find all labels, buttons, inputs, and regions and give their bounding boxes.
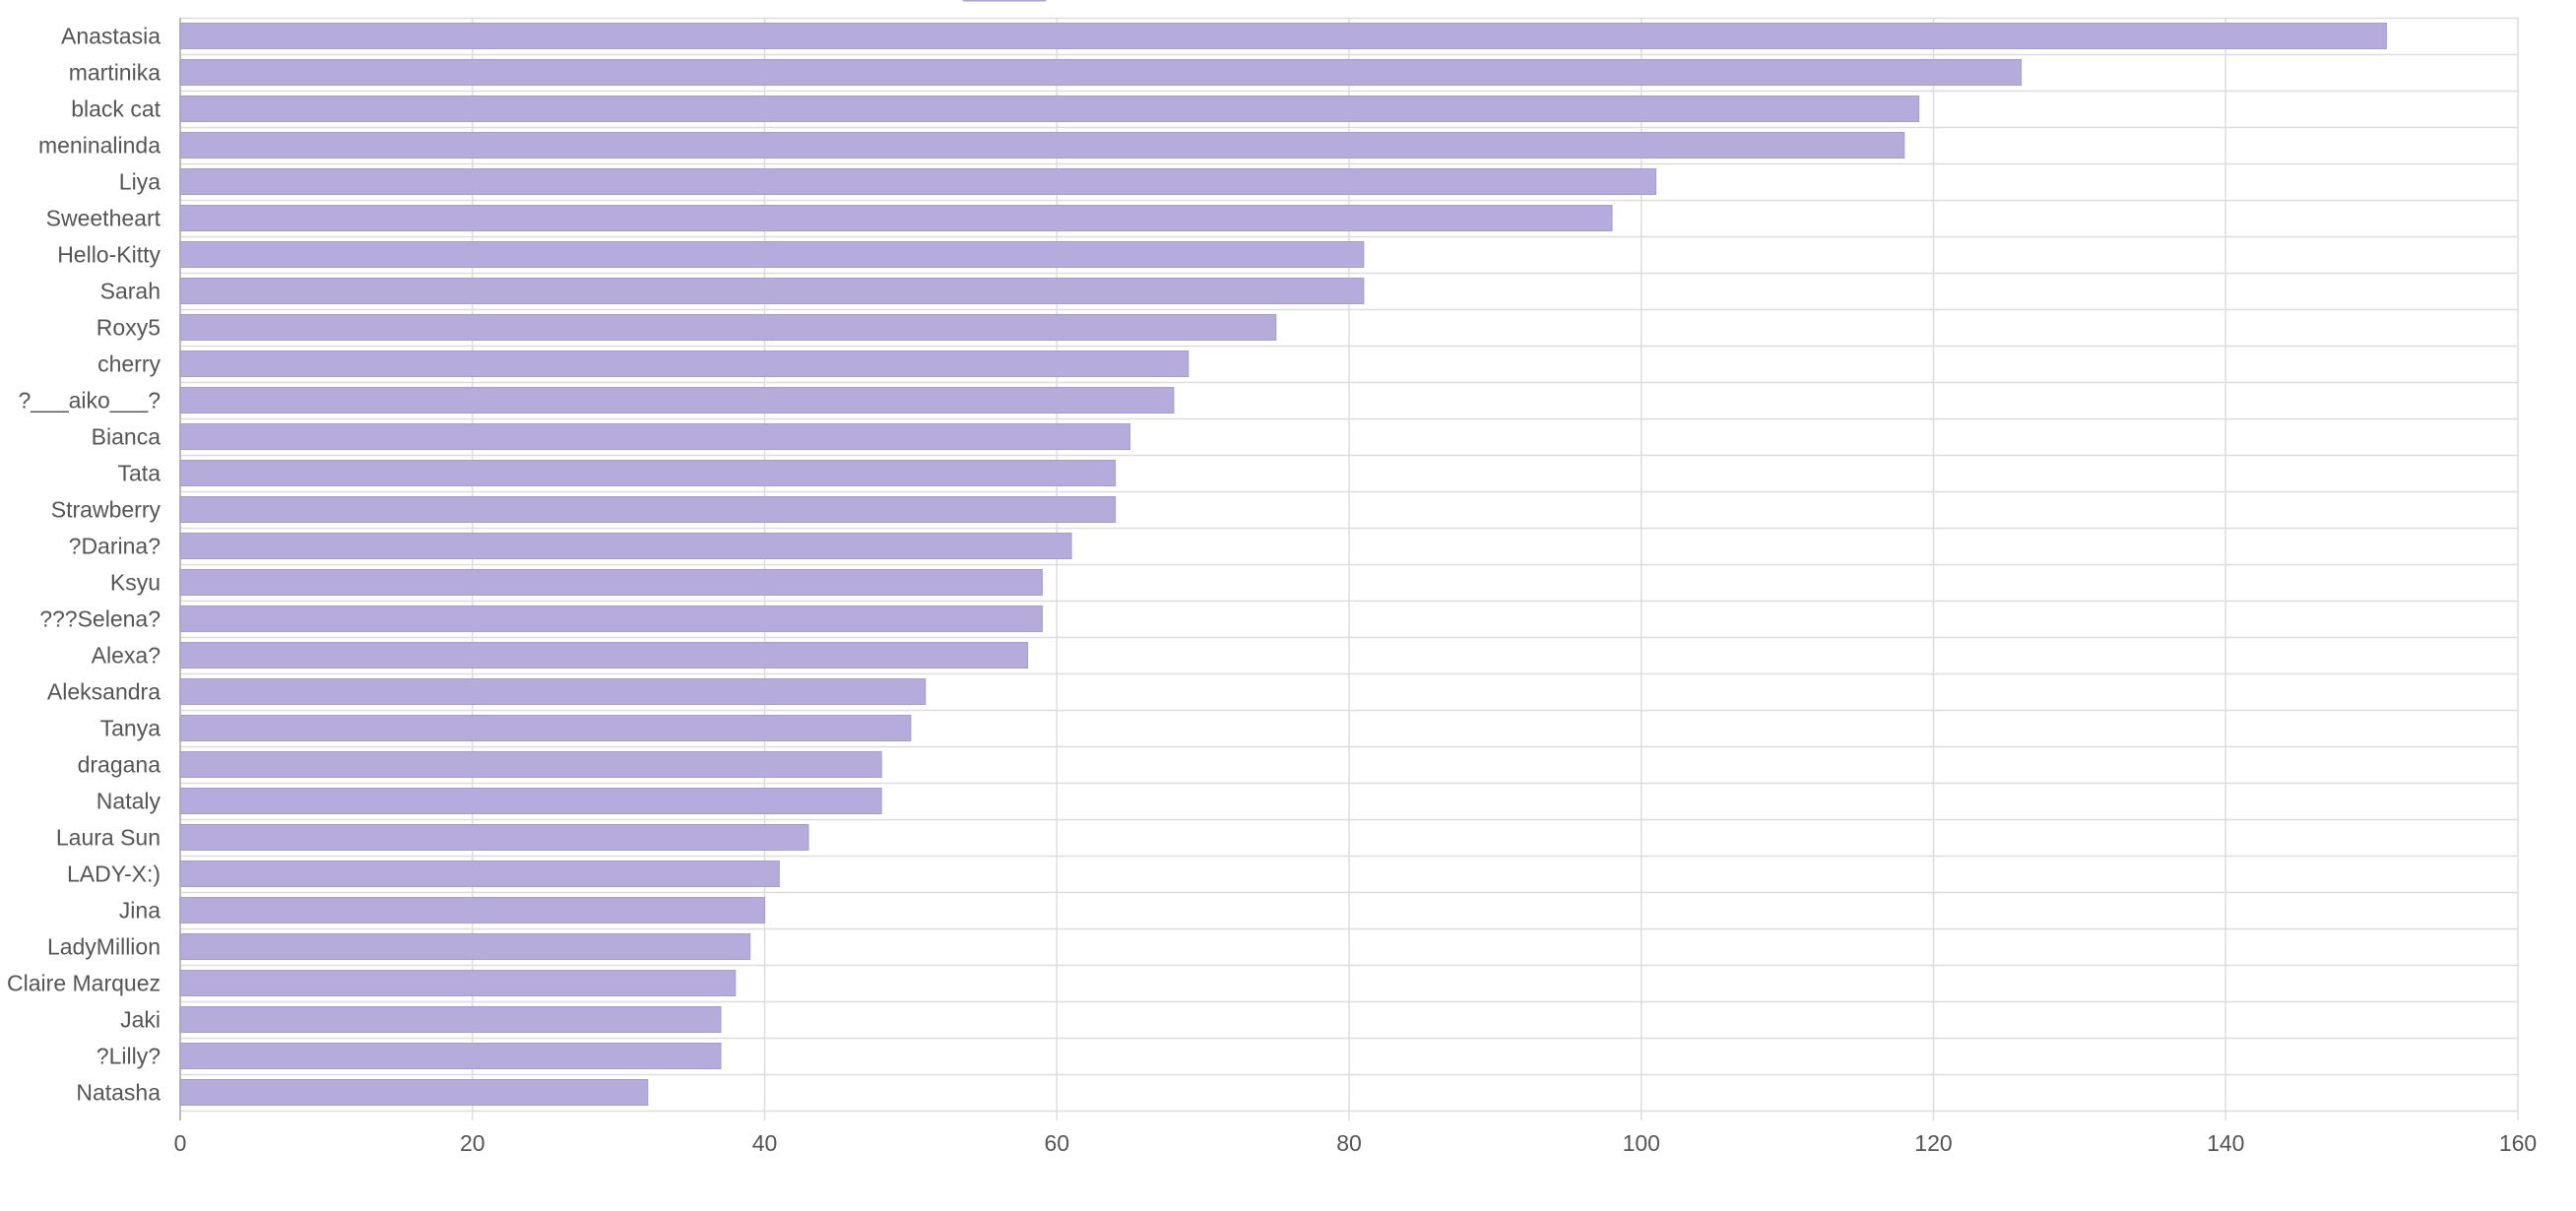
- category-label: Claire Marquez: [7, 971, 161, 996]
- category-label: dragana: [78, 752, 161, 778]
- bar[interactable]: [179, 59, 2023, 86]
- bar[interactable]: [179, 569, 1043, 596]
- bar[interactable]: [179, 1079, 649, 1106]
- category-label: Hello-Kitty: [57, 242, 161, 268]
- category-label: Sarah: [100, 279, 161, 304]
- bar[interactable]: [179, 168, 1657, 195]
- category-label: Jaki: [120, 1007, 161, 1033]
- bar[interactable]: [179, 1043, 722, 1069]
- x-tick-label: 20: [460, 1130, 485, 1156]
- category-label: Aleksandra: [47, 679, 161, 705]
- bar[interactable]: [179, 678, 927, 705]
- category-label: Anastasia: [61, 24, 161, 49]
- category-label: Ksyu: [110, 570, 161, 596]
- bars: [179, 23, 2387, 1106]
- bar[interactable]: [179, 496, 1117, 523]
- x-tick-label: 40: [752, 1130, 778, 1156]
- bar[interactable]: [179, 278, 1365, 304]
- category-labels: Anastasia martinika black cat meninalinda Li…: [7, 24, 161, 1106]
- bar[interactable]: [179, 460, 1117, 486]
- category-label: Natasha: [76, 1080, 161, 1106]
- x-tick-label: 60: [1044, 1130, 1069, 1156]
- x-tick-label: 120: [1914, 1130, 1952, 1156]
- category-label: Laura Sun: [56, 825, 161, 851]
- bar[interactable]: [179, 241, 1365, 268]
- category-label: Bianca: [92, 424, 161, 450]
- bar[interactable]: [179, 23, 2387, 49]
- x-axis-ticks: 0 20 40 60 80 100 120 140 160: [174, 1130, 2538, 1156]
- bar[interactable]: [179, 96, 1920, 122]
- category-label: Sweetheart: [46, 206, 161, 231]
- x-tick-label: 100: [1623, 1130, 1660, 1156]
- bar[interactable]: [179, 715, 912, 741]
- category-label: ?___aiko___?: [18, 388, 161, 414]
- category-label: Liya: [119, 169, 161, 195]
- category-label: Jina: [119, 898, 161, 924]
- x-tick-label: 160: [2499, 1130, 2537, 1156]
- bar[interactable]: [179, 606, 1043, 632]
- bar[interactable]: [179, 1006, 722, 1033]
- bar[interactable]: [179, 314, 1277, 341]
- x-tick-label: 140: [2207, 1130, 2244, 1156]
- category-label: LadyMillion: [47, 934, 161, 960]
- legend-swatch[interactable]: [962, 0, 1047, 2]
- category-label: cherry: [97, 351, 161, 377]
- bar[interactable]: [179, 387, 1175, 414]
- category-label: Alexa?: [92, 643, 161, 669]
- bar[interactable]: [179, 824, 809, 851]
- bar[interactable]: [179, 933, 751, 960]
- gridlines: [179, 17, 2519, 1120]
- category-label: black cat: [71, 96, 161, 122]
- category-label: martinika: [69, 60, 161, 86]
- category-label: ???Selena?: [39, 606, 161, 632]
- bar[interactable]: [179, 970, 737, 996]
- bar[interactable]: [179, 132, 1905, 159]
- category-label: LADY-X:): [67, 861, 161, 887]
- category-label: Strawberry: [51, 497, 161, 523]
- x-tick-label: 0: [174, 1130, 187, 1156]
- category-label: Roxy5: [97, 315, 161, 341]
- bar[interactable]: [179, 533, 1072, 559]
- category-label: ?Darina?: [69, 534, 161, 559]
- category-label: ?Lilly?: [97, 1044, 161, 1069]
- x-tick-label: 80: [1336, 1130, 1362, 1156]
- bar[interactable]: [179, 423, 1130, 450]
- bar[interactable]: [179, 642, 1029, 669]
- category-label: Tanya: [100, 716, 161, 741]
- bar[interactable]: [179, 205, 1613, 231]
- bar[interactable]: [179, 897, 765, 924]
- bar[interactable]: [179, 351, 1190, 377]
- bar[interactable]: [179, 860, 780, 887]
- category-label: Tata: [118, 461, 161, 486]
- bar[interactable]: [179, 751, 882, 778]
- category-label: Nataly: [97, 789, 161, 814]
- category-label: meninalinda: [38, 133, 161, 159]
- bar[interactable]: [179, 788, 882, 814]
